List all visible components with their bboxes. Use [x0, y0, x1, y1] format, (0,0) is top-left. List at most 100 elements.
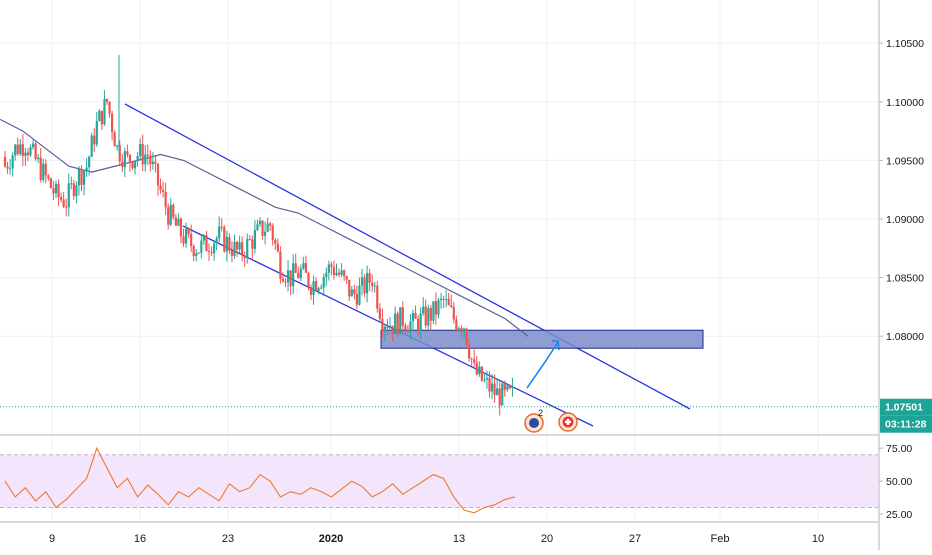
candle-body-147	[378, 308, 381, 319]
candle-body-118	[304, 263, 307, 273]
candle-body-109	[281, 278, 285, 282]
candle-body-71	[184, 229, 188, 244]
candle-body-148	[381, 318, 384, 332]
candle-body-39	[103, 99, 106, 125]
candle-body-88	[228, 236, 231, 251]
candle-body-78	[202, 235, 205, 241]
candle-body-117	[302, 263, 305, 269]
candle-body-194	[498, 388, 501, 406]
candle-body-199	[511, 386, 514, 389]
candle-body-72	[187, 229, 190, 234]
candle-body-169	[434, 301, 438, 315]
candle-body-42	[111, 113, 114, 133]
candle-body-185	[475, 362, 478, 375]
time-axis-label: Feb	[711, 533, 730, 545]
candle-body-172	[442, 298, 445, 300]
candle-body-141	[363, 277, 366, 294]
candle-body-112	[289, 270, 292, 287]
candle-body-110	[284, 281, 287, 283]
candle-body-95	[246, 239, 249, 259]
candle-body-68	[177, 218, 180, 226]
candle-body-50	[131, 162, 134, 169]
candle-body-159	[409, 321, 412, 333]
rsi-axis-label: 25.00	[886, 509, 912, 521]
candle-body-10	[29, 147, 32, 156]
candle-body-23	[62, 199, 65, 207]
candle-body-47	[123, 151, 126, 168]
candle-body-87	[225, 236, 228, 252]
candle-body-28	[75, 185, 78, 197]
candle-body-46	[121, 161, 124, 168]
candle-body-180	[462, 328, 466, 332]
candle-body-8	[24, 152, 27, 156]
candle-body-6	[19, 144, 22, 155]
candle-body-196	[503, 383, 506, 390]
candle-body-121	[312, 281, 315, 295]
candle-body-153	[394, 313, 397, 334]
candle-body-192	[493, 383, 496, 396]
candle-body-77	[200, 240, 203, 253]
candle-body-188	[483, 379, 486, 381]
candle-body-90	[233, 241, 236, 256]
candle-body-105	[271, 225, 274, 241]
candle-body-14	[39, 157, 42, 181]
candle-body-22	[60, 197, 63, 200]
candle-body-140	[360, 277, 364, 286]
candle-body-17	[47, 175, 50, 179]
candle-body-58	[151, 161, 154, 165]
candle-body-176	[452, 306, 455, 320]
candle-body-139	[358, 285, 361, 305]
moving-average-layer	[0, 118, 529, 337]
candle-body-187	[480, 366, 483, 381]
projection-arrow-line[interactable]	[526, 341, 559, 389]
candle-body-16	[44, 163, 47, 176]
candle-body-56	[146, 154, 149, 156]
rsi-axis-label: 50.00	[886, 476, 912, 488]
rsi-band	[0, 454, 878, 508]
candle-body-165	[424, 306, 427, 326]
annotation-layer[interactable]	[124, 103, 704, 427]
channel-upper-line[interactable]	[124, 103, 691, 410]
candle-body-150	[386, 326, 389, 329]
candle-body-54	[141, 144, 144, 165]
candle-body-83	[215, 238, 218, 244]
price-axis-label: 1.09000	[886, 214, 924, 226]
candle-body-75	[195, 253, 198, 257]
time-axis-label: 10	[812, 533, 824, 545]
candle-body-79	[205, 235, 208, 252]
candle-body-177	[455, 319, 458, 330]
candle-body-182	[468, 344, 471, 359]
countdown-value: 03:11:28	[885, 419, 927, 431]
candle-body-99	[256, 224, 259, 231]
candle-body-124	[320, 287, 323, 289]
candle-body-86	[223, 227, 226, 252]
candle-body-142	[366, 273, 369, 294]
candle-body-53	[139, 144, 142, 157]
event-badge-1[interactable]: 2	[524, 408, 544, 433]
price-axis-label: 1.10000	[886, 97, 924, 109]
candle-body-4	[14, 144, 17, 156]
candle-body-21	[57, 183, 60, 198]
time-axis-label: 13	[453, 533, 465, 545]
candle-body-24	[65, 206, 68, 208]
candle-body-106	[274, 240, 277, 244]
candle-body-60	[156, 163, 160, 186]
candle-body-73	[190, 233, 193, 247]
event-badge-2[interactable]	[558, 412, 578, 432]
candle-body-156	[401, 307, 404, 326]
price-axis-label: 1.09500	[886, 155, 924, 167]
candle-body-160	[411, 312, 415, 322]
candle-body-168	[432, 301, 435, 321]
candle-body-25	[67, 183, 70, 208]
candle-body-66	[172, 204, 175, 218]
candle-body-122	[315, 281, 318, 292]
candle-body-155	[399, 307, 402, 334]
candle-body-2	[9, 168, 12, 170]
resistance-zone[interactable]	[380, 329, 704, 349]
candle-body-107	[276, 243, 279, 252]
candle-body-128	[330, 264, 333, 267]
candles-layer	[3, 54, 514, 416]
